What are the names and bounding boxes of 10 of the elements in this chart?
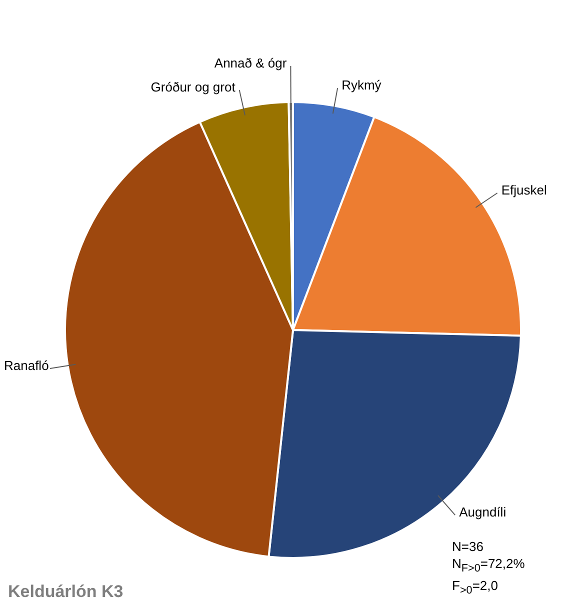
- slice-label: Augndíli: [459, 504, 506, 520]
- slice-label: Gróður og grot: [150, 80, 236, 95]
- slice-label: Ranafló: [4, 358, 49, 374]
- text: Kelduárlón K3: [8, 582, 124, 602]
- text: N=36: [452, 538, 484, 555]
- slice-label: Rykmý: [342, 78, 382, 93]
- text: F$_{>0}$=2,0: [452, 577, 499, 599]
- text: N$_{F>0}$=72,2%: [452, 554, 525, 576]
- slice-label: Annað & ógr: [214, 56, 288, 71]
- slice-label: Efjuskel: [501, 182, 547, 198]
